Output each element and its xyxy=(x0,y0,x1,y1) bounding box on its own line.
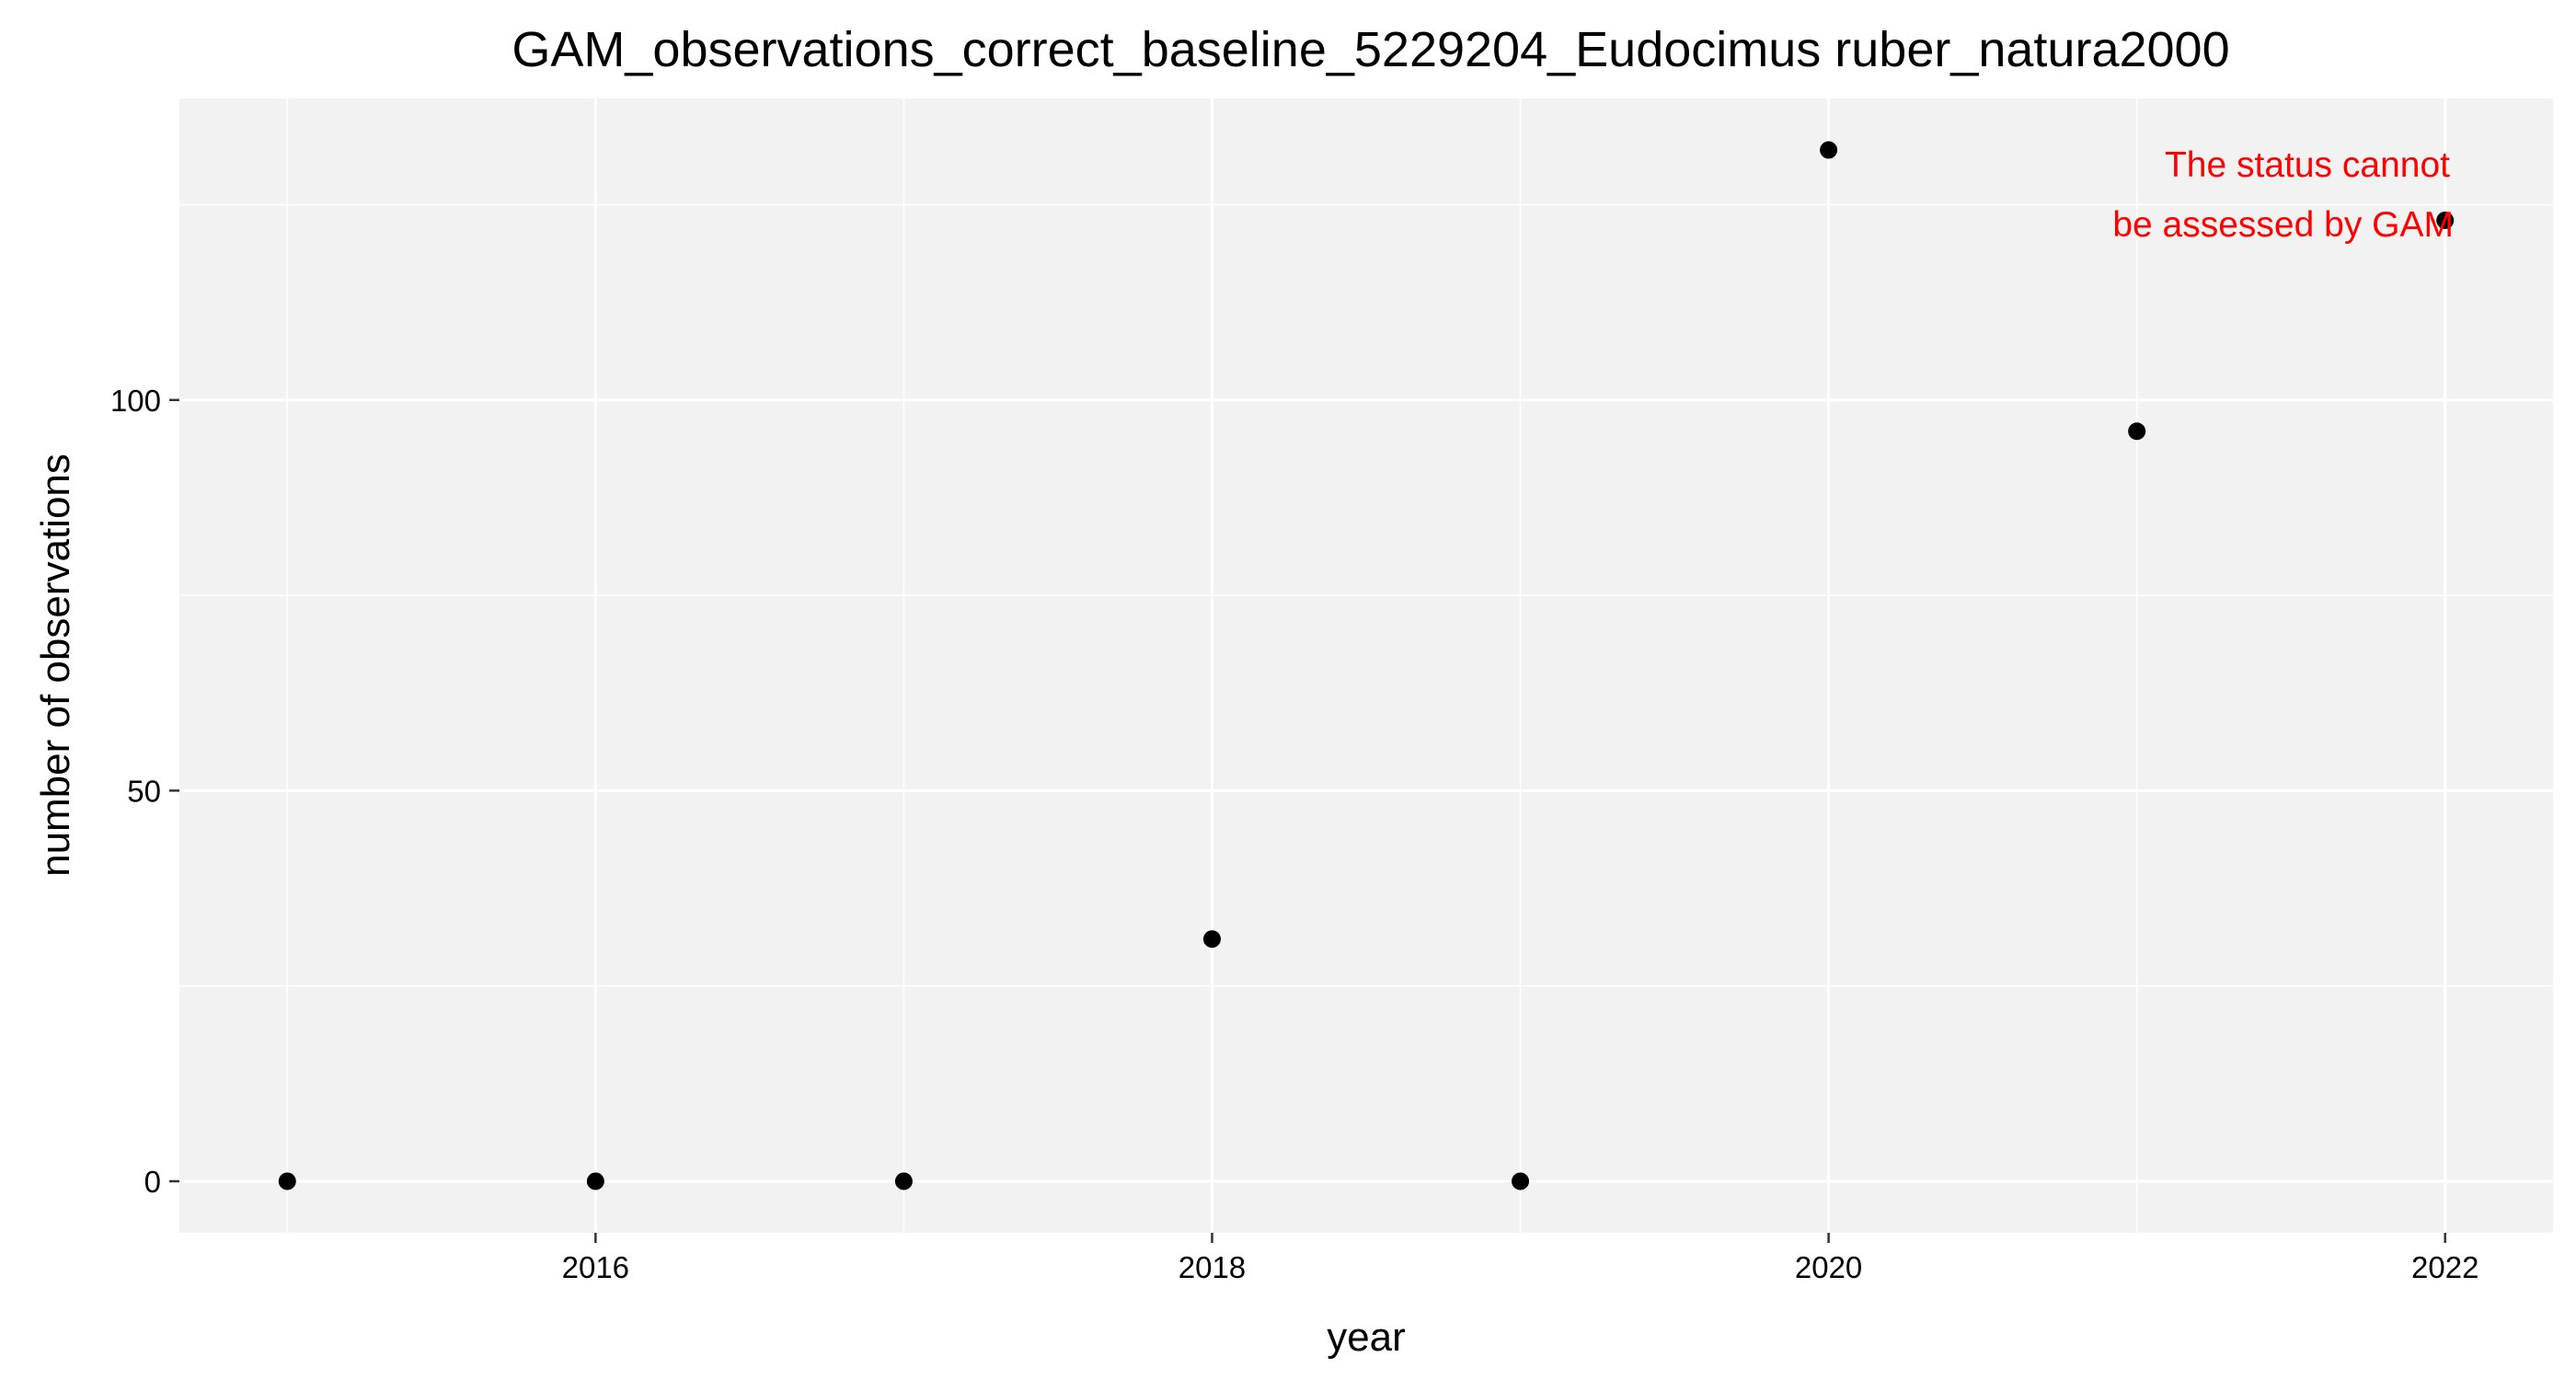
x-tick-label: 2016 xyxy=(562,1250,629,1284)
data-point xyxy=(2436,211,2455,229)
x-axis: 2016 2018 2020 2022 xyxy=(562,1233,2478,1284)
chart-title: GAM_observations_correct_baseline_522920… xyxy=(512,22,2229,77)
annotation-line-2: be assessed by GAM xyxy=(2112,205,2454,245)
x-tick-label: 2022 xyxy=(2411,1250,2478,1284)
y-axis: 0 50 100 xyxy=(110,384,179,1199)
x-axis-title: year xyxy=(1327,1315,1406,1360)
data-point xyxy=(2128,422,2146,441)
data-point xyxy=(894,1172,913,1190)
data-point xyxy=(1820,141,1838,159)
annotation-line-1: The status cannot xyxy=(2165,145,2450,185)
status-annotation: The status cannot be assessed by GAM xyxy=(2112,145,2454,245)
data-point xyxy=(1202,930,1221,949)
plot-panel xyxy=(179,98,2553,1233)
y-axis-title: number of observations xyxy=(33,454,78,877)
data-point xyxy=(278,1172,296,1190)
data-point xyxy=(586,1172,604,1190)
y-tick-label: 100 xyxy=(110,384,161,418)
data-points xyxy=(278,141,2455,1190)
minor-gridlines xyxy=(179,98,2553,1233)
y-tick-label: 50 xyxy=(127,774,161,808)
x-tick-label: 2018 xyxy=(1179,1250,1246,1284)
data-point xyxy=(1512,1172,1530,1190)
major-gridlines xyxy=(179,98,2553,1233)
y-tick-label: 0 xyxy=(144,1165,161,1199)
x-tick-label: 2020 xyxy=(1795,1250,1862,1284)
